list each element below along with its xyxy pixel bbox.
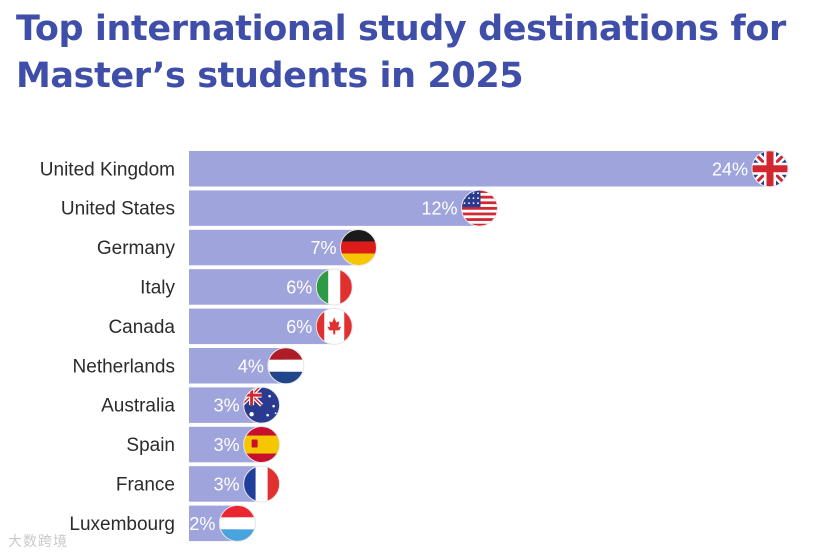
value-label: 6% (286, 317, 312, 337)
value-label: 24% (712, 159, 748, 179)
value-label: 12% (421, 199, 457, 219)
bar-united-states (189, 190, 480, 226)
category-label: United Kingdom (40, 159, 175, 180)
category-label: France (116, 474, 175, 495)
category-label: Canada (108, 317, 175, 338)
us-flag-icon (461, 189, 498, 227)
watermark: 大数跨境 (8, 534, 68, 550)
category-label: Netherlands (73, 356, 175, 377)
category-label: United States (61, 199, 175, 220)
canada-flag-icon (315, 307, 353, 345)
category-label: Italy (140, 277, 175, 298)
chart-title: Top international study destinations for… (16, 9, 786, 96)
value-label: 3% (214, 474, 240, 494)
category-label: Luxembourg (69, 514, 175, 535)
luxembourg-flag-icon (218, 504, 256, 542)
value-label: 3% (214, 435, 240, 455)
italy-flag-icon (315, 268, 353, 306)
category-label: Germany (97, 238, 176, 259)
bar-italy (189, 269, 335, 305)
bar-canada (189, 308, 335, 345)
bar-united-kingdom (189, 151, 770, 187)
france-flag-icon (243, 465, 281, 503)
value-label: 3% (214, 396, 240, 416)
category-label: Spain (126, 435, 175, 456)
bar-germany (189, 229, 359, 266)
spain-flag-icon (243, 426, 281, 464)
netherlands-flag-icon (267, 347, 305, 385)
value-label: 2% (189, 514, 215, 534)
value-label: 4% (238, 356, 264, 376)
value-label: 6% (286, 277, 312, 297)
category-label: Australia (101, 396, 175, 417)
australia-flag-icon (243, 386, 281, 424)
germany-flag-icon (339, 229, 377, 267)
value-label: 7% (310, 238, 336, 258)
